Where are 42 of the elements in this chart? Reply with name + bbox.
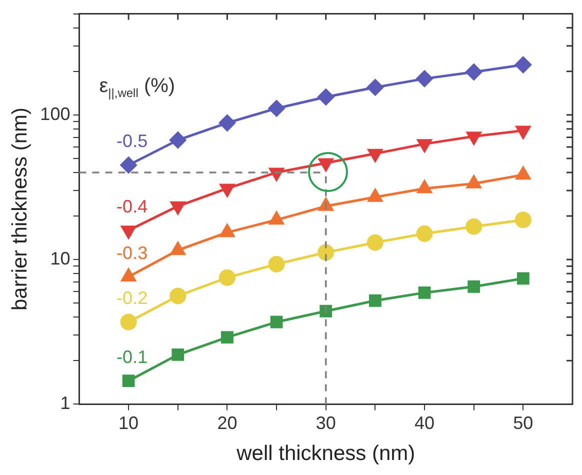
point — [170, 288, 186, 304]
y-axis-title: barrier thickness (nm) — [8, 107, 32, 311]
point — [120, 156, 137, 174]
legend-title: ε$_{||,well}$ (%) — [99, 74, 176, 100]
point — [468, 280, 480, 293]
point — [120, 314, 137, 330]
point — [514, 212, 532, 228]
point — [218, 269, 236, 286]
point — [416, 70, 433, 87]
point — [218, 114, 236, 132]
series-label: -0.1 — [116, 346, 148, 367]
point — [366, 234, 384, 251]
point — [368, 294, 382, 307]
point — [268, 100, 285, 117]
x-tick-label: 10 — [118, 412, 139, 433]
series-label: -0.2 — [116, 288, 148, 308]
point — [172, 348, 184, 361]
point — [318, 88, 334, 106]
point — [221, 331, 234, 344]
point — [416, 225, 433, 242]
series-label: -0.3 — [116, 242, 148, 263]
point — [170, 132, 186, 148]
x-tick-label: 50 — [513, 412, 534, 433]
point — [466, 218, 482, 235]
y-tick-label: 100 — [40, 104, 70, 124]
point — [418, 286, 431, 299]
point — [268, 256, 285, 272]
x-tick-label: 40 — [414, 412, 435, 433]
point — [516, 272, 530, 285]
x-axis-title: well thickness (nm) — [236, 442, 416, 466]
y-tick-label: 10 — [50, 248, 70, 269]
point — [366, 79, 384, 96]
point — [270, 316, 283, 328]
point — [122, 374, 135, 388]
series-label: -0.5 — [116, 131, 148, 152]
y-tick-label: 1 — [60, 393, 70, 414]
x-tick-label: 30 — [316, 412, 336, 433]
point — [514, 56, 532, 74]
series-label: -0.4 — [116, 196, 148, 216]
point — [121, 268, 136, 282]
x-tick-label: 20 — [217, 412, 238, 433]
point — [466, 64, 482, 80]
